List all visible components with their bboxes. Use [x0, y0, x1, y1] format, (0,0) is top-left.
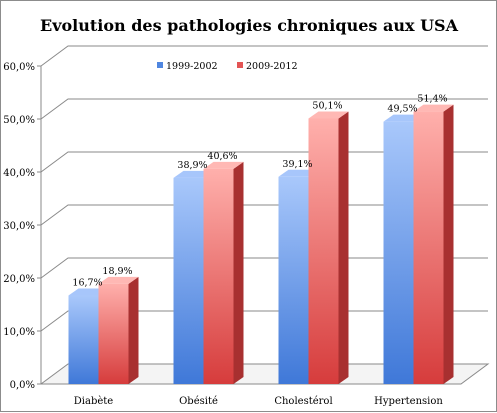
- category-label-3: Hypertension: [374, 396, 443, 407]
- bar-Hypertension-1999-2002: [383, 121, 414, 385]
- data-label-Obésité-1999-2002: 38,9%: [177, 160, 207, 171]
- legend-label-1999-2002: 1999-2002: [166, 61, 218, 72]
- y-tick-label: 0,0%: [10, 380, 35, 391]
- y-tick-label: 30,0%: [3, 221, 35, 232]
- legend-swatch-2009-2012: [237, 62, 243, 68]
- chart-title: Evolution des pathologies chroniques aux…: [40, 16, 459, 35]
- data-label-Diabète-2009-2012: 18,9%: [102, 266, 132, 277]
- bar-Diabète-2009-2012: [98, 283, 129, 384]
- y-tick-label: 20,0%: [3, 274, 35, 285]
- bar-Cholestérol-1999-2002: [278, 176, 309, 384]
- data-label-Diabète-1999-2002: 16,7%: [72, 277, 102, 288]
- bar-top-Obésité-2009-2012: [203, 161, 244, 169]
- category-label-1: Obésité: [179, 396, 218, 407]
- bar-Obésité-1999-2002: [173, 177, 204, 384]
- gridline: [40, 98, 488, 120]
- y-tick-label: 10,0%: [3, 327, 35, 338]
- bar-side-Cholestérol-2009-2012: [338, 111, 349, 384]
- labels-layer: 16,7%18,9% Diabète 38,9%40,6% Obésité 39,1% 5…: [72, 94, 447, 407]
- data-label-Obésité-2009-2012: 40,6%: [207, 151, 237, 162]
- legend-swatch-1999-2002: [157, 62, 163, 68]
- data-label-Cholestérol-1999-2002: 39,1%: [282, 159, 312, 170]
- legend: 1999-2002 2009-2012: [157, 61, 298, 72]
- y-tick-label: 60,0%: [3, 62, 35, 73]
- bar-side-Obésité-2009-2012: [233, 161, 244, 384]
- y-tick-label: 50,0%: [3, 115, 35, 126]
- y-tick-label: 40,0%: [3, 168, 35, 179]
- bar-Obésité-2009-2012: [203, 168, 234, 384]
- bar-top-Hypertension-2009-2012: [413, 104, 454, 112]
- data-label-Hypertension-1999-2002: 49,5%: [387, 104, 417, 115]
- gridline: [40, 45, 488, 67]
- bar-Diabète-1999-2002: [68, 295, 99, 384]
- bars-layer: [68, 104, 454, 385]
- data-label-Cholestérol-2009-2012: 50,1%: [312, 100, 342, 111]
- data-label-Hypertension-2009-2012: 51,4%: [417, 94, 447, 105]
- bar-Hypertension-2009-2012: [413, 111, 444, 384]
- bar-Cholestérol-2009-2012: [308, 118, 339, 384]
- category-label-2: Cholestérol: [274, 396, 332, 407]
- category-label-0: Diabète: [74, 396, 114, 407]
- axis-layer: 0,0% 10,0% 20,0% 30,0% 40,0% 50,0% 60,0%: [3, 62, 490, 391]
- bar-top-Cholestérol-2009-2012: [308, 111, 349, 119]
- bar-side-Diabète-2009-2012: [128, 276, 139, 384]
- bar-top-Diabète-2009-2012: [98, 276, 139, 284]
- bar-side-Hypertension-2009-2012: [443, 104, 454, 384]
- legend-label-2009-2012: 2009-2012: [246, 61, 298, 72]
